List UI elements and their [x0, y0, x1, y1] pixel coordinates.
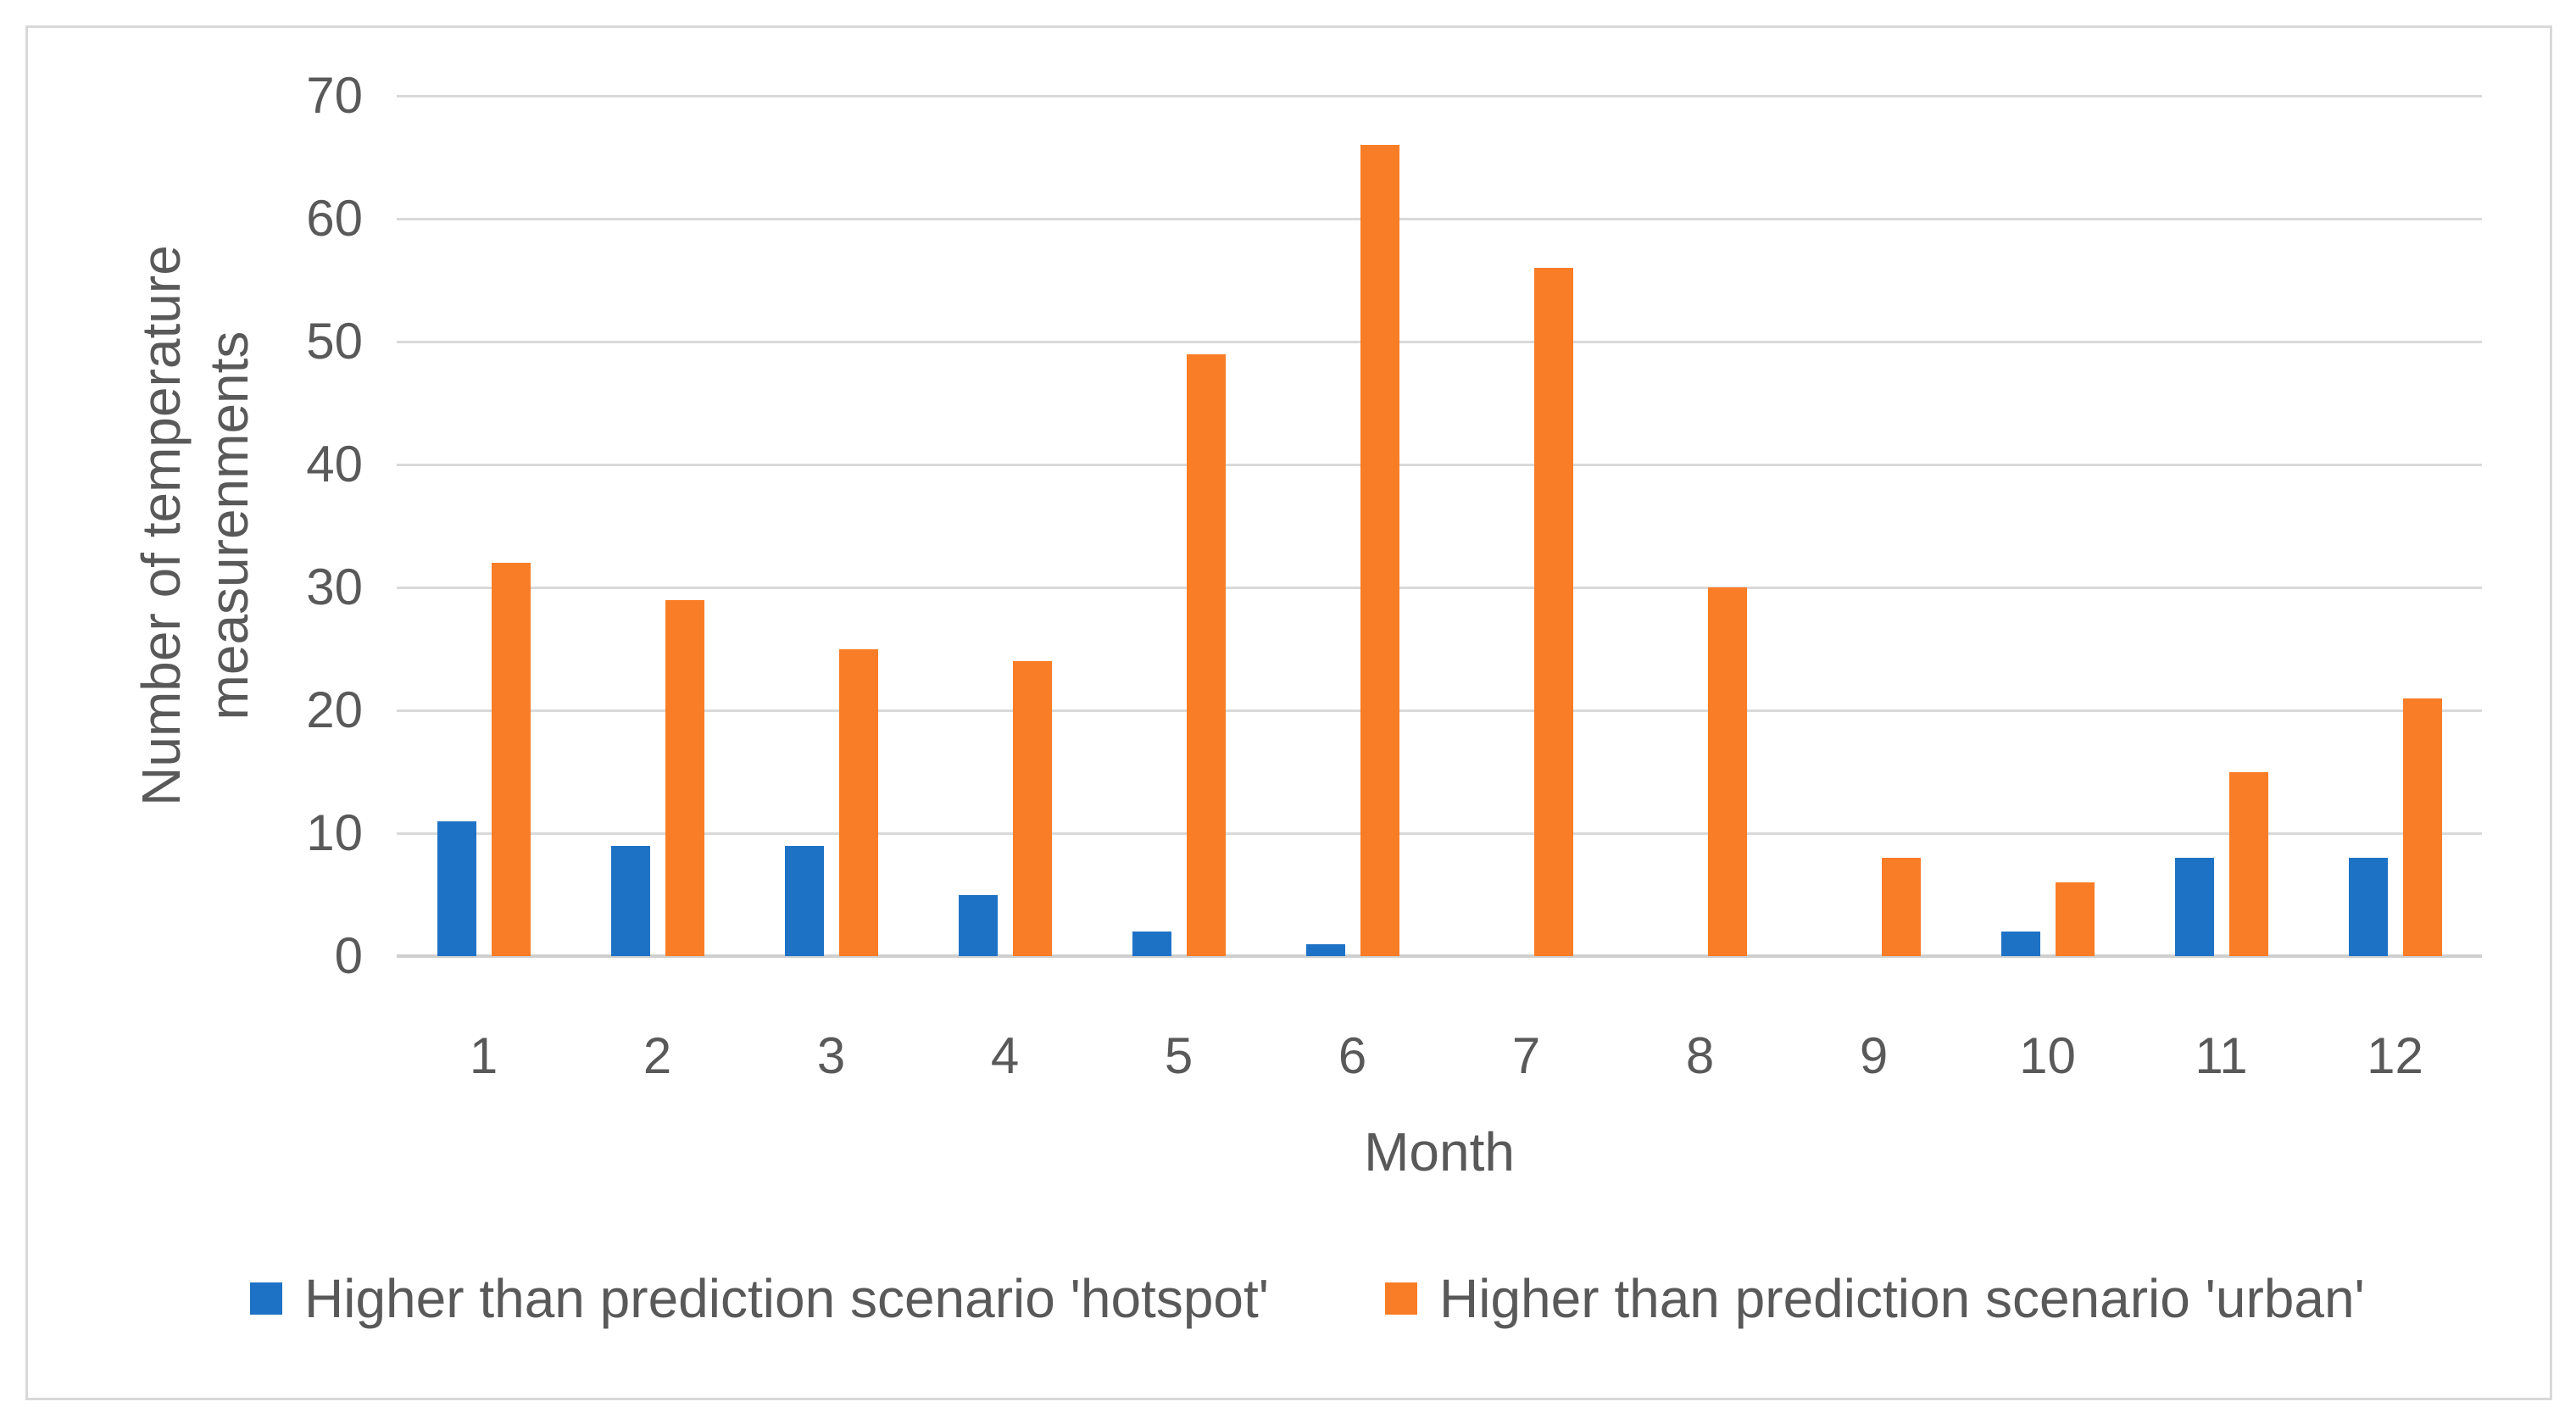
- y-tick-label-0: 0: [334, 927, 363, 984]
- bar-urban-month-11: [2228, 771, 2268, 956]
- x-tick-label-11: 11: [2195, 1027, 2248, 1084]
- bar-urban-month-8: [1707, 587, 1747, 956]
- bar-urban-month-2: [665, 599, 704, 956]
- bar-urban-month-3: [838, 648, 878, 956]
- legend-item-urban: Higher than prediction scenario 'urban': [1385, 1265, 2365, 1332]
- y-tick-label-20: 20: [306, 681, 363, 738]
- legend-label-urban: Higher than prediction scenario 'urban': [1439, 1268, 2365, 1329]
- x-tick-label-8: 8: [1685, 1027, 1715, 1084]
- x-tick-label-12: 12: [2367, 1027, 2423, 1084]
- y-tick-label-70: 70: [306, 67, 363, 124]
- legend-item-hotspot: Higher than prediction scenario 'hotspot…: [250, 1265, 1269, 1332]
- x-tick-label-5: 5: [1164, 1027, 1193, 1084]
- bar-hotspot-month-4: [958, 894, 998, 956]
- legend-label-hotspot: Higher than prediction scenario 'hotspot…: [304, 1268, 1269, 1329]
- gridline-y70: [397, 94, 2482, 97]
- bar-urban-month-9: [1881, 858, 1921, 956]
- bar-urban-month-10: [2055, 882, 2095, 956]
- y-tick-label-10: 10: [306, 804, 363, 861]
- x-tick-label-7: 7: [1511, 1027, 1541, 1084]
- bar-urban-month-6: [1360, 145, 1399, 956]
- x-tick-label-3: 3: [816, 1027, 846, 1084]
- bar-hotspot-month-12: [2348, 858, 2388, 956]
- y-tick-label-30: 30: [306, 559, 363, 615]
- bar-hotspot-month-5: [1132, 932, 1171, 956]
- bar-urban-month-1: [491, 563, 531, 956]
- gridline-y40: [397, 463, 2482, 466]
- chart-border-frame: [25, 25, 2552, 1400]
- bar-hotspot-month-11: [2174, 858, 2214, 956]
- x-tick-label-4: 4: [990, 1027, 1020, 1084]
- legend: Higher than prediction scenario 'hotspot…: [0, 1265, 2576, 1341]
- x-tick-label-1: 1: [469, 1027, 498, 1084]
- bar-urban-month-5: [1186, 353, 1226, 956]
- bar-hotspot-month-3: [784, 845, 824, 956]
- bar-hotspot-month-10: [2000, 932, 2040, 956]
- x-tick-label-6: 6: [1338, 1027, 1367, 1084]
- bar-urban-month-7: [1533, 268, 1573, 956]
- gridline-y20: [397, 709, 2482, 712]
- y-axis-title: Number of temperature measurenments: [127, 245, 263, 806]
- y-tick-label-40: 40: [306, 436, 363, 492]
- x-tick-label-10: 10: [2019, 1027, 2076, 1084]
- y-tick-label-60: 60: [306, 190, 363, 247]
- x-axis-title: Month: [1364, 1121, 1515, 1182]
- gridline-y10: [397, 832, 2482, 835]
- legend-swatch-urban: [1385, 1282, 1417, 1315]
- x-tick-label-2: 2: [643, 1027, 672, 1084]
- bar-urban-month-4: [1012, 661, 1052, 956]
- y-tick-label-50: 50: [306, 313, 363, 370]
- y-axis-title-line1: Number of temperature: [131, 245, 192, 806]
- x-axis-line: [397, 954, 2482, 958]
- bar-hotspot-month-2: [610, 845, 650, 956]
- bar-hotspot-month-6: [1305, 943, 1345, 956]
- legend-swatch-hotspot: [250, 1282, 282, 1315]
- gridline-y30: [397, 586, 2482, 589]
- bar-hotspot-month-1: [437, 820, 476, 956]
- y-axis-title-line2: measurenments: [198, 331, 259, 720]
- gridline-y50: [397, 340, 2482, 343]
- gridline-y60: [397, 217, 2482, 220]
- bar-urban-month-12: [2402, 698, 2442, 956]
- x-tick-label-9: 9: [1859, 1027, 1889, 1084]
